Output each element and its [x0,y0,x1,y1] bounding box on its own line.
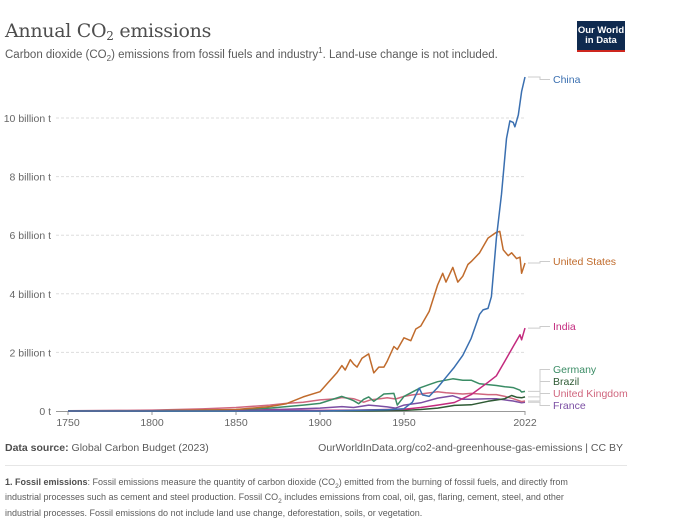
footnote-text-end: includes emissions from coal, oil, gas, … [5,492,564,518]
x-tick-label: 1950 [392,417,416,429]
subtitle-text: Carbon dioxide (CO [5,48,107,61]
legend-connector [528,326,550,329]
y-tick-label: 4 billion t [10,289,52,301]
y-tick-label: 0 t [39,406,51,418]
legend-label-united-states[interactable]: United States [553,256,616,268]
source-label: Data source: [5,442,69,454]
y-tick-label: 6 billion t [10,230,52,242]
series-line-china[interactable] [68,76,526,412]
footnote-label: 1. Fossil emissions [5,477,88,487]
legend-connector [528,369,550,392]
subtitle-text-mid: ) emissions from fossil fuels and indust… [111,48,319,61]
footnote-subscript: 2 [278,498,282,506]
owid-logo[interactable]: Our World in Data [577,21,625,52]
series-lines [67,76,526,412]
y-tick-label: 10 billion t [4,113,51,125]
source-url-link[interactable]: OurWorldInData.org/co2-and-greenhouse-ga… [318,442,623,454]
x-tick-label: 1750 [56,417,80,429]
footnote-text-mid: ) emitted from the burning of fossil fue… [5,477,568,503]
footnote: 1. Fossil emissions: Fossil emissions me… [5,477,575,519]
legend-label-united-kingdom[interactable]: United Kingdom [553,388,628,400]
subtitle-subscript: 2 [106,54,112,64]
x-tick-label: 2022 [513,417,537,429]
logo-line-2: in Data [585,34,617,46]
legend-label-india[interactable]: India [553,321,576,333]
x-axis: 1750 1800 1850 1900 1950 2022 [56,411,537,429]
x-tick-label: 1800 [140,417,164,429]
legend-label-brazil[interactable]: Brazil [553,376,579,388]
y-tick-label: 2 billion t [10,347,52,359]
source-value: Global Carbon Budget (2023) [68,442,209,454]
series-line-united-states[interactable] [67,230,526,412]
series-line-india[interactable] [67,327,526,412]
gridlines [56,117,525,353]
legend-connector [528,381,550,398]
series-line-brazil[interactable] [67,394,526,412]
data-source: Data source: Global Carbon Budget (2023) [5,442,209,454]
line-chart: 0 t 2 billion t 4 billion t 6 billion t 8 bi… [4,74,628,429]
legend-label-germany[interactable]: Germany [553,364,597,376]
y-tick-label: 8 billion t [10,172,52,184]
x-tick-label: 1900 [308,417,332,429]
legend-connector [528,401,550,406]
legend-connector [528,261,550,264]
legend-label-france[interactable]: France [553,400,586,412]
legend-connector [528,393,550,402]
logo-line-1: Our World [577,24,625,36]
legend: China United States India GermanyBrazilUnit… [528,74,628,412]
footnote-text: : Fossil emissions measure the quantity … [87,477,336,487]
title-text-suffix: emissions [113,20,212,42]
legend-connector [528,76,550,80]
footnote-reference[interactable]: 1 [318,46,323,55]
chart-title: Annual CO2 emissions [5,20,211,43]
y-axis: 0 t 2 billion t 4 billion t 6 billion t 8 bi… [4,113,525,418]
subtitle-text-end: . Land-use change is not included. [322,48,498,61]
legend-label-china[interactable]: China [553,74,581,86]
footnote-subscript: 2 [335,482,339,490]
chart-subtitle: Carbon dioxide (CO2) emissions from foss… [5,46,498,63]
series-line-united-kingdom[interactable] [67,390,526,412]
title-text: Annual CO [5,20,107,42]
footer-divider [5,465,627,466]
x-tick-label: 1850 [224,417,248,429]
series-line-germany[interactable] [67,378,526,412]
title-subscript: 2 [106,29,114,43]
